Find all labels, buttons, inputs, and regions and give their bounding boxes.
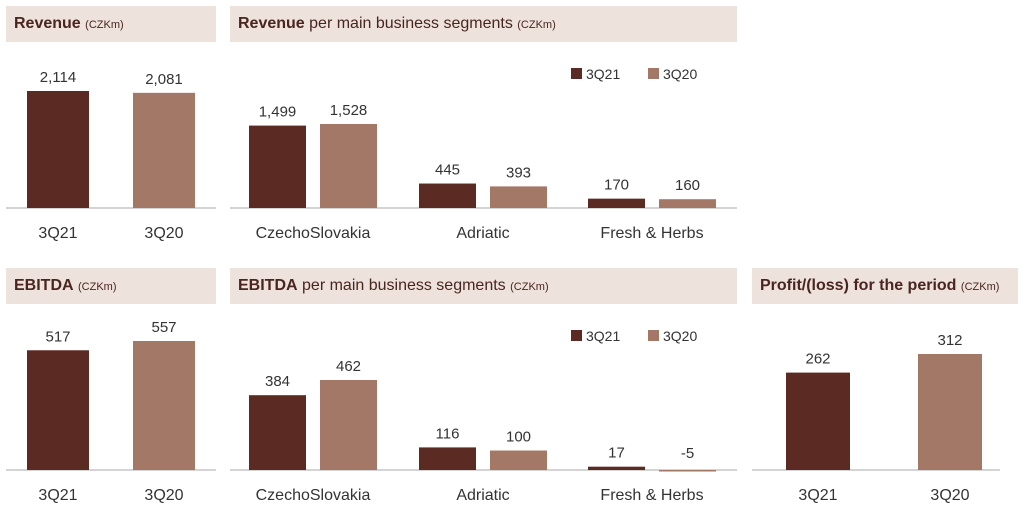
ebitda_segments-value-label-adriatic-3q21: 116 — [436, 425, 460, 442]
ebitda_segments-bar-fresh-herbs-3q21 — [588, 466, 645, 470]
ebitda-segments-subtitle: per main business segments — [302, 277, 506, 294]
profit-value-label-3q20: 312 — [937, 332, 962, 349]
revenue-category-label-3q20: 3Q20 — [144, 225, 183, 242]
ebitda_segments-category-label-fresh-herbs: Fresh & Herbs — [600, 487, 703, 504]
ebitda_segments-legend-swatch-3q21 — [571, 330, 582, 341]
ebitda_segments-value-label-czechoslovakia-3q20: 462 — [336, 358, 361, 375]
ebitda_segments-value-label-fresh-herbs-3q20: -5 — [681, 445, 694, 462]
revenue_segments-legend-swatch-3q21 — [571, 68, 582, 79]
revenue_segments-value-label-adriatic-3q20: 393 — [506, 164, 531, 181]
revenue_segments-value-label-adriatic-3q21: 445 — [435, 162, 460, 179]
ebitda_segments-category-label-adriatic: Adriatic — [456, 487, 509, 504]
ebitda-segments-unit: (CZKm) — [510, 281, 549, 293]
revenue_segments-category-label-czechoslovakia: CzechoSlovakia — [256, 225, 371, 242]
profit-unit: (CZKm) — [960, 281, 1000, 293]
ebitda_segments-legend-swatch-3q20 — [648, 330, 659, 341]
profit-header: Profit/(loss) for the period (CZKm) — [752, 268, 1018, 304]
revenue_segments-bar-adriatic-3q20 — [490, 186, 547, 208]
ebitda-panel: EBITDA (CZKm) 517 3Q21 557 3Q20 — [6, 268, 216, 508]
profit-chart: 262 3Q21 312 3Q20 — [752, 332, 1000, 504]
revenue_segments-bar-fresh-herbs-3q21 — [588, 198, 645, 208]
ebitda-title: EBITDA — [14, 277, 74, 294]
profit-bar-3q20 — [918, 354, 982, 470]
revenue_segments-legend-label-3q21: 3Q21 — [586, 66, 620, 82]
profit-bar-3q21 — [786, 372, 850, 470]
profit-category-label-3q21: 3Q21 — [798, 487, 837, 504]
revenue-panel: Revenue (CZKm) 2,114 3Q21 2,081 3Q20 — [6, 6, 216, 246]
ebitda-value-label-3q20: 557 — [151, 319, 176, 336]
revenue-segments-chart: 1,499 1,528 CzechoSlovakia 445 393 Adriatic 17… — [230, 66, 737, 242]
revenue_segments-value-label-czechoslovakia-3q20: 1,528 — [330, 102, 368, 119]
ebitda-category-label-3q20: 3Q20 — [144, 487, 183, 504]
profit-value-label-3q21: 262 — [805, 351, 830, 368]
profit-title: Profit/(loss) for the period — [760, 277, 957, 294]
revenue-unit: (CZKm) — [85, 19, 124, 31]
revenue-header: Revenue (CZKm) — [6, 6, 216, 42]
revenue-segments-subtitle: per main business segments — [309, 15, 513, 32]
ebitda_segments-value-label-adriatic-3q20: 100 — [506, 429, 531, 446]
revenue-chart: 2,114 3Q21 2,081 3Q20 — [6, 69, 216, 242]
ebitda-category-label-3q21: 3Q21 — [38, 487, 77, 504]
revenue-segments-header: Revenue per main business segments (CZKm… — [230, 6, 737, 42]
ebitda-segments-chart: 384 462 CzechoSlovakia 116 100 Adriatic 17 -5 Fr… — [230, 328, 737, 504]
ebitda_segments-bar-czechoslovakia-3q21 — [249, 395, 306, 470]
revenue_segments-value-label-fresh-herbs-3q21: 170 — [604, 177, 629, 194]
revenue_segments-bar-fresh-herbs-3q20 — [659, 199, 716, 208]
revenue_segments-bar-czechoslovakia-3q20 — [320, 124, 377, 208]
ebitda-segments-header: EBITDA per main business segments (CZKm) — [230, 268, 737, 304]
ebitda_segments-bar-adriatic-3q21 — [419, 447, 476, 470]
ebitda-header: EBITDA (CZKm) — [6, 268, 216, 304]
ebitda-segments-title: EBITDA — [238, 277, 298, 294]
ebitda-segments-panel: EBITDA per main business segments (CZKm)… — [230, 268, 737, 508]
profit-panel: Profit/(loss) for the period (CZKm) 262 3… — [752, 268, 1018, 508]
ebitda-bar-3q21 — [27, 350, 89, 470]
ebitda_segments-category-label-czechoslovakia: CzechoSlovakia — [256, 487, 371, 504]
revenue-bar-3q21 — [27, 91, 89, 208]
revenue-title: Revenue — [14, 15, 81, 32]
ebitda-value-label-3q21: 517 — [45, 328, 70, 345]
ebitda_segments-bar-adriatic-3q20 — [490, 450, 547, 470]
revenue-bar-3q20 — [133, 92, 195, 208]
revenue-segments-title: Revenue — [238, 15, 305, 32]
ebitda_segments-bar-fresh-herbs-3q20 — [659, 470, 716, 472]
ebitda_segments-legend-label-3q20: 3Q20 — [663, 328, 697, 344]
ebitda-unit: (CZKm) — [78, 281, 117, 293]
revenue_segments-category-label-adriatic: Adriatic — [456, 225, 509, 242]
revenue_segments-category-label-fresh-herbs: Fresh & Herbs — [600, 225, 703, 242]
ebitda_segments-value-label-fresh-herbs-3q21: 17 — [608, 445, 625, 462]
revenue_segments-bar-czechoslovakia-3q21 — [249, 125, 306, 208]
revenue-value-label-3q20: 2,081 — [145, 71, 183, 88]
ebitda_segments-legend-label-3q21: 3Q21 — [586, 328, 620, 344]
ebitda_segments-value-label-czechoslovakia-3q21: 384 — [265, 373, 290, 390]
revenue_segments-legend-swatch-3q20 — [648, 68, 659, 79]
ebitda_segments-bar-czechoslovakia-3q20 — [320, 380, 377, 470]
profit-category-label-3q20: 3Q20 — [930, 487, 969, 504]
revenue_segments-bar-adriatic-3q21 — [419, 183, 476, 208]
revenue-segments-panel: Revenue per main business segments (CZKm… — [230, 6, 737, 246]
revenue-value-label-3q21: 2,114 — [40, 69, 76, 86]
revenue_segments-legend-label-3q20: 3Q20 — [663, 66, 697, 82]
revenue_segments-value-label-fresh-herbs-3q20: 160 — [675, 177, 700, 194]
revenue-category-label-3q21: 3Q21 — [38, 225, 77, 242]
revenue-segments-unit: (CZKm) — [517, 19, 556, 31]
ebitda-bar-3q20 — [133, 341, 195, 470]
ebitda-chart: 517 3Q21 557 3Q20 — [6, 319, 216, 504]
revenue_segments-value-label-czechoslovakia-3q21: 1,499 — [259, 104, 297, 121]
